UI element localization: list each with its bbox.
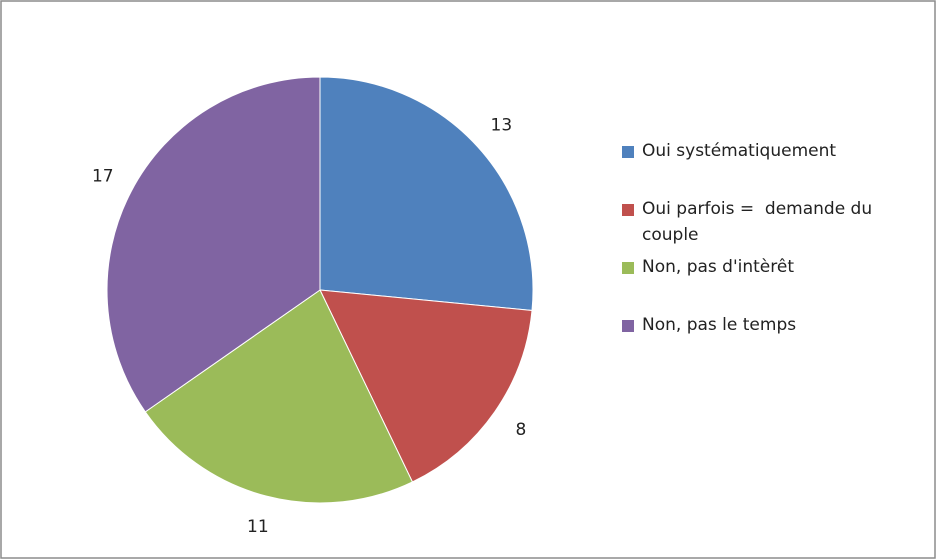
data-label: 11 [247,517,269,537]
legend-item: Oui systématiquement [622,138,922,196]
pie-slice [319,289,533,483]
legend-label: Non, pas le temps [642,315,797,335]
legend-item: Non, pas d'intèrêt [622,254,922,312]
legend-swatch [622,320,634,332]
pie-slice [106,76,321,413]
legend-item: Oui parfois = demande du couple [622,196,922,254]
legend: Oui systématiquement Oui parfois = demand… [622,138,922,370]
data-label: 17 [92,167,114,187]
legend-item: Non, pas le temps [622,312,922,370]
legend-label: Oui parfois = demande du couple [642,199,878,245]
data-label: 13 [491,115,513,135]
legend-swatch [622,146,634,158]
legend-swatch [622,262,634,274]
pie-slice [319,76,534,311]
legend-label: Oui systématiquement [642,141,837,161]
legend-label: Non, pas d'intèrêt [642,257,794,277]
pie-slice [144,289,414,504]
legend-swatch [622,204,634,216]
data-label: 8 [516,420,527,440]
